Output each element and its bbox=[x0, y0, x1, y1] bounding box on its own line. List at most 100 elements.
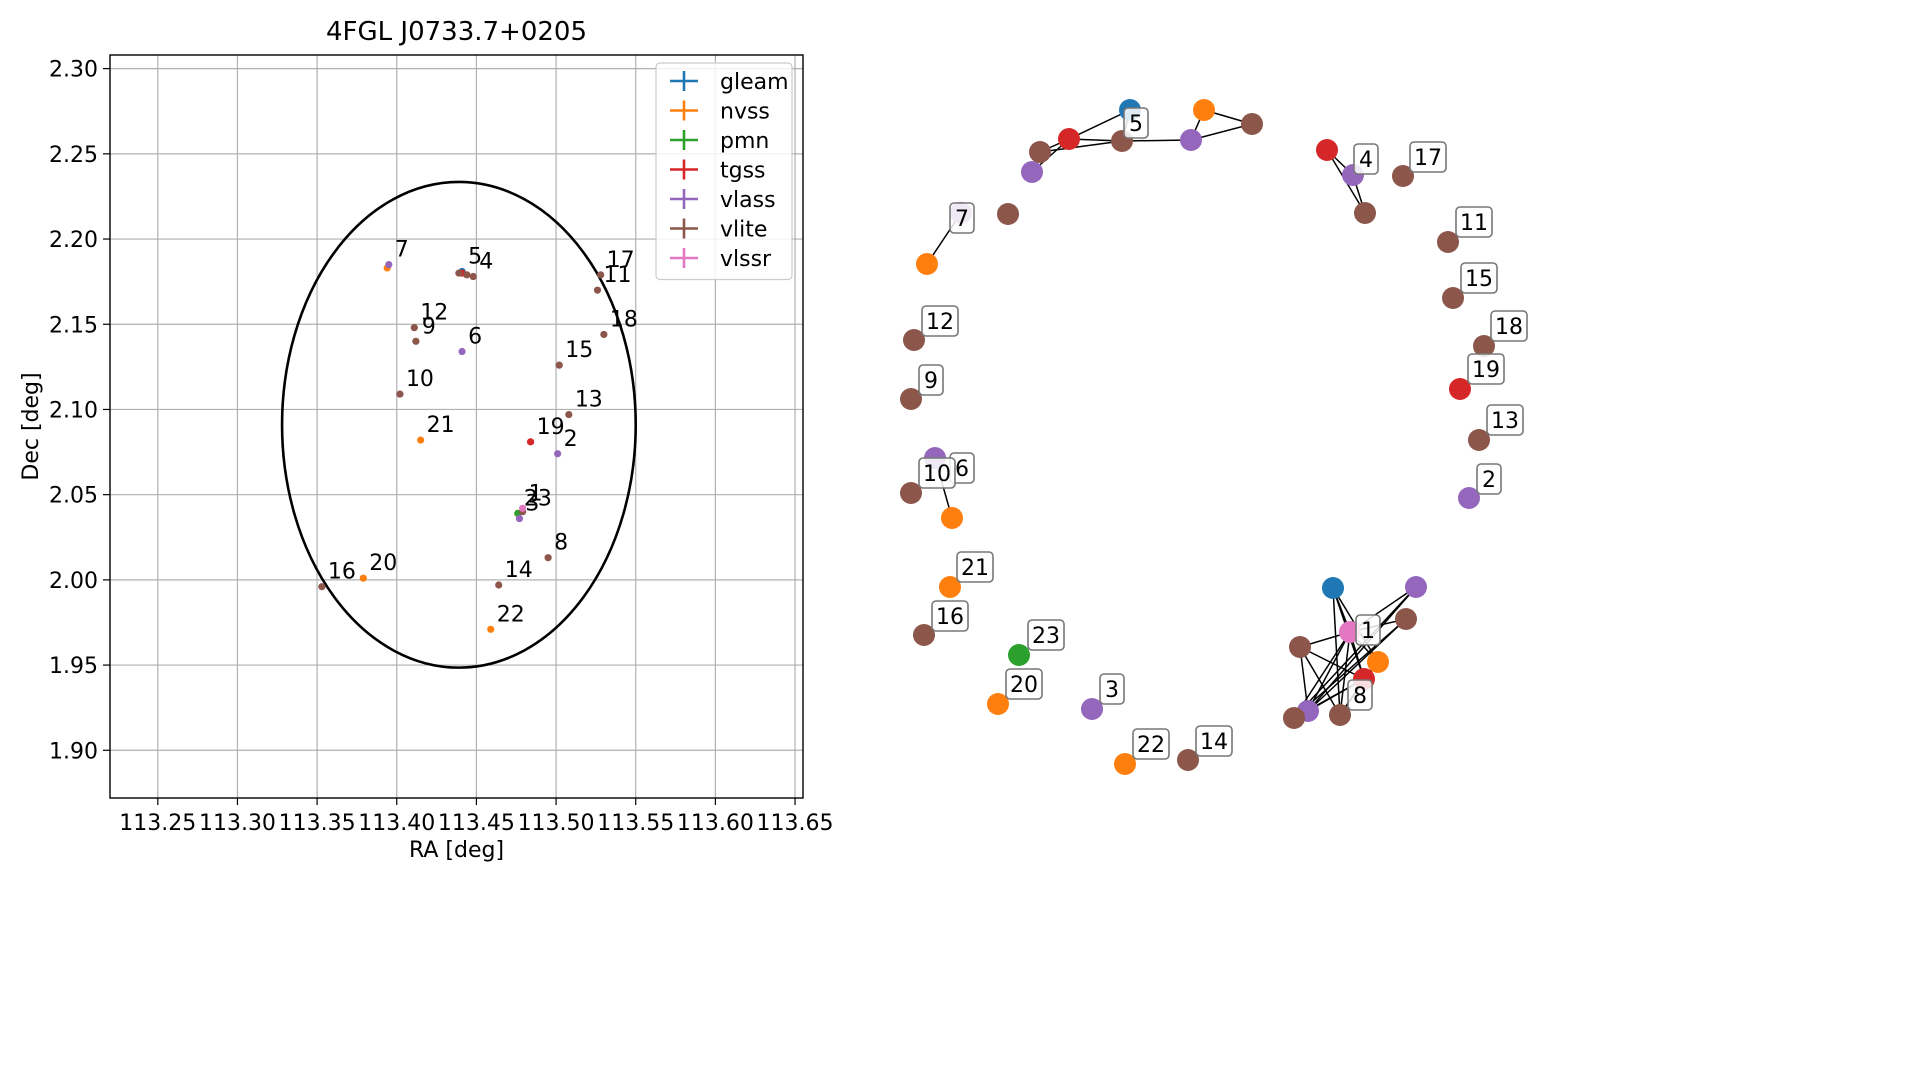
point-label: 5 bbox=[468, 244, 482, 269]
network-label-box bbox=[1476, 463, 1502, 495]
point-nvss bbox=[487, 625, 495, 633]
network-edge bbox=[1299, 646, 1341, 716]
network-node-vlass bbox=[1081, 698, 1103, 720]
network-nodes bbox=[900, 99, 1495, 775]
x-axis-ticks: 113.25 113.30 113.35 113.40 113.45 113.50 113.… bbox=[119, 798, 834, 836]
network-node-nvss bbox=[939, 576, 961, 598]
network-label: 22 bbox=[1132, 728, 1170, 760]
network-label-text: 21 bbox=[961, 556, 989, 581]
point-vlass bbox=[458, 347, 466, 356]
network-label-box bbox=[1123, 107, 1149, 139]
point-label: 13 bbox=[575, 388, 603, 413]
point-nvss bbox=[359, 574, 367, 582]
network-label-box bbox=[1355, 614, 1381, 646]
point-vlite bbox=[597, 271, 605, 279]
error-ellipse bbox=[280, 180, 638, 669]
network-node-vlite bbox=[1437, 231, 1459, 253]
point-label: 16 bbox=[328, 560, 356, 585]
point-label: 11 bbox=[603, 263, 631, 288]
point-vlite bbox=[565, 410, 573, 419]
point-label: 4 bbox=[479, 250, 493, 275]
network-label-box bbox=[1409, 141, 1447, 173]
network-node-gleam bbox=[1322, 577, 1344, 599]
network-label-box bbox=[1195, 725, 1233, 757]
scatter-points bbox=[318, 261, 608, 633]
legend-entry-vlass: vlass bbox=[670, 188, 776, 213]
point-label: 20 bbox=[369, 551, 397, 576]
network-node-vlite bbox=[1442, 287, 1464, 309]
network-label-text: 16 bbox=[936, 605, 964, 630]
legend-label: vlass bbox=[720, 188, 776, 213]
x-tick-label: 113.60 bbox=[677, 811, 754, 836]
network-node-vlite bbox=[1177, 749, 1199, 771]
x-tick-label: 113.45 bbox=[438, 811, 515, 836]
point-label: 23 bbox=[524, 486, 552, 511]
network-edge bbox=[1307, 631, 1351, 712]
network-label: 17 bbox=[1409, 141, 1447, 173]
network-node-vlass bbox=[1458, 487, 1480, 509]
legend-entry-tgss: tgss bbox=[670, 159, 766, 184]
chart-title: 4FGL J0733.7+0205 bbox=[326, 17, 587, 47]
x-axis-label: RA [deg] bbox=[409, 838, 504, 863]
network-label: 11 bbox=[1455, 206, 1493, 238]
y-tick-label: 2.30 bbox=[49, 58, 98, 83]
network-label-box bbox=[931, 600, 969, 632]
point-label: 15 bbox=[565, 338, 593, 363]
point-label: 3 bbox=[525, 492, 539, 517]
point-label: 8 bbox=[554, 531, 568, 556]
network-label-box bbox=[1132, 728, 1170, 760]
network-label: 16 bbox=[931, 600, 969, 632]
x-tick-label: 113.35 bbox=[279, 811, 356, 836]
y-tick-label: 2.00 bbox=[49, 569, 98, 594]
network-node-vlite bbox=[900, 388, 922, 410]
network-node-nvss bbox=[916, 253, 938, 275]
network-node-pmn bbox=[1008, 644, 1030, 666]
network-node-nvss bbox=[1193, 99, 1215, 121]
network-label-text: 22 bbox=[1137, 733, 1165, 758]
network-node-vlite bbox=[1392, 165, 1414, 187]
network-label-text: 13 bbox=[1491, 409, 1519, 434]
x-tick-label: 113.25 bbox=[119, 811, 196, 836]
x-tick-label: 113.30 bbox=[199, 811, 276, 836]
y-tick-label: 2.05 bbox=[49, 484, 98, 509]
axes-frame bbox=[109, 54, 804, 799]
network-node-vlite bbox=[1289, 636, 1311, 658]
network-node-nvss bbox=[1114, 753, 1136, 775]
network-label-text: 15 bbox=[1465, 267, 1493, 292]
legend-entry-vlssr: vlssr bbox=[670, 247, 772, 272]
network-node-vlite bbox=[900, 482, 922, 504]
network-label-text: 4 bbox=[1359, 148, 1373, 173]
network-label-text: 18 bbox=[1495, 315, 1523, 340]
network-node-vlite bbox=[903, 329, 925, 351]
network-label-box bbox=[1347, 679, 1373, 711]
legend-label: gleam bbox=[720, 70, 789, 95]
point-vlite bbox=[544, 554, 552, 562]
network-label-text: 8 bbox=[1353, 684, 1367, 709]
network-node-vlite bbox=[1029, 141, 1051, 163]
network-label-text: 2 bbox=[1482, 468, 1496, 493]
point-label: 18 bbox=[610, 307, 638, 332]
network-label-box bbox=[1353, 143, 1379, 175]
point-label: 6 bbox=[468, 325, 482, 350]
network-label-box bbox=[1455, 206, 1493, 238]
network-edge bbox=[1068, 109, 1131, 140]
y-tick-label: 1.90 bbox=[49, 739, 98, 764]
legend-entry-nvss: nvss bbox=[670, 100, 770, 125]
point-vlass bbox=[515, 514, 524, 523]
network-label-text: 17 bbox=[1414, 146, 1442, 171]
error-ellipse-outline bbox=[280, 180, 638, 669]
x-tick-label: 113.40 bbox=[358, 811, 435, 836]
network-node-vlite bbox=[1468, 429, 1490, 451]
network-node-vlite bbox=[1283, 707, 1305, 729]
network-label: 19 bbox=[1467, 353, 1505, 385]
y-axis-ticks: 1.90 1.95 2.00 2.05 2.10 2.15 2.20 2.25 2.30 bbox=[49, 58, 110, 764]
point-label: 1 bbox=[529, 481, 543, 506]
point-vlite bbox=[469, 272, 477, 281]
point-vlite bbox=[318, 583, 326, 591]
y-tick-label: 2.15 bbox=[49, 313, 98, 338]
network-label: 13 bbox=[1486, 404, 1524, 436]
network-label-text: 14 bbox=[1200, 730, 1228, 755]
